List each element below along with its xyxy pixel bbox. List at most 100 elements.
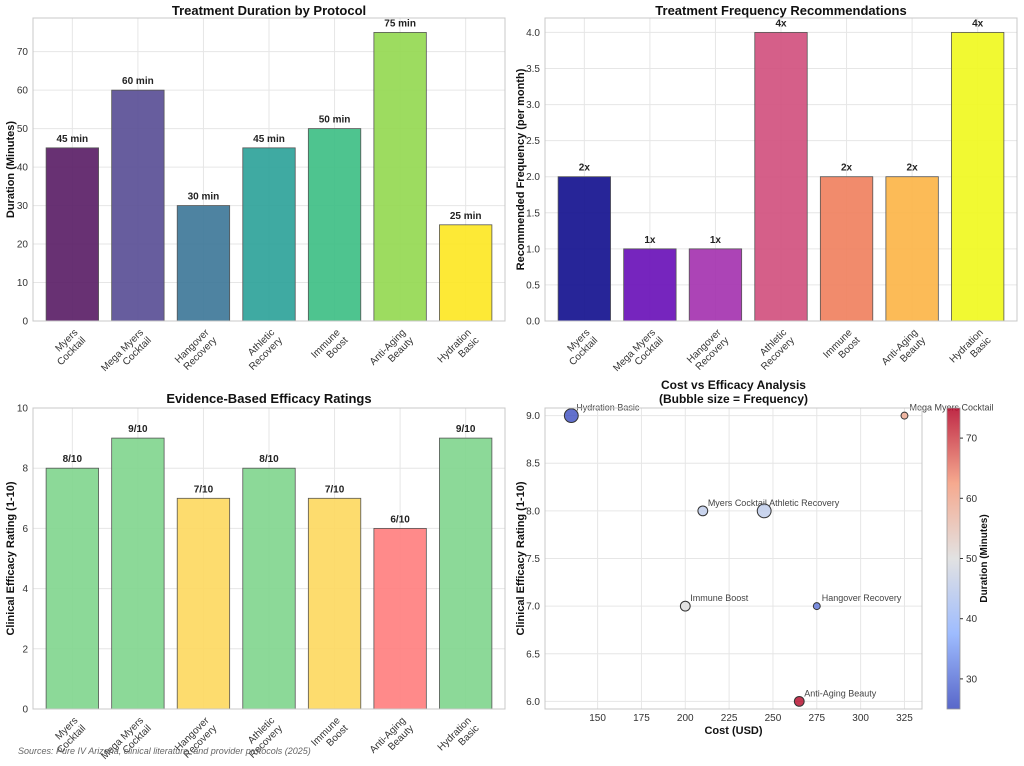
bubble-label: Immune Boost: [690, 593, 749, 603]
y-tick-label: 8: [22, 464, 28, 475]
x-tick-label: 225: [721, 713, 738, 724]
x-tick-label: HydrationBasic: [948, 327, 994, 373]
bar: [45, 467, 99, 710]
y-tick-label: 6.5: [526, 649, 540, 660]
x-tick-label: AthleticRecovery: [239, 327, 284, 372]
x-tick-label: HangoverRecovery: [173, 327, 220, 374]
bubble-point: [563, 408, 579, 424]
bar-value-label: 2x: [841, 163, 853, 174]
y-tick-label: 0: [22, 317, 28, 328]
bar: [45, 147, 99, 322]
x-tick-label: Anti-AgingBeauty: [368, 327, 416, 375]
bar-value-label: 7/10: [325, 484, 345, 495]
colorbar-label: Duration (Minutes): [979, 514, 990, 602]
plot-frame: [544, 17, 1018, 322]
x-tick-label: 300: [852, 713, 869, 724]
x-tick-label: ImmuneBoost: [309, 327, 350, 368]
y-tick-label: 10: [17, 278, 29, 289]
bubble-point: [812, 602, 821, 611]
bar-value-label: 2x: [907, 163, 919, 174]
plot-frame: [544, 407, 923, 710]
x-tick-label: MyersCocktail: [48, 327, 89, 368]
bar: [176, 205, 231, 322]
bar-chart-1: 0 10 20 30 40 50 60 70 45 min MyersCocktail 60 min…: [5, 3, 506, 375]
colorbar-tick-label: 50: [966, 554, 978, 565]
bar-value-label: 50 min: [319, 115, 351, 126]
bar-value-label: 1x: [644, 235, 656, 246]
chart-title: Evidence-Based Efficacy Ratings: [166, 391, 371, 406]
x-tick-label: HydrationBasic: [436, 327, 482, 373]
bar: [951, 32, 1005, 322]
y-tick-label: 40: [17, 163, 29, 174]
bar: [819, 176, 874, 322]
x-tick-label: HangoverRecovery: [685, 327, 732, 374]
bubble-label: Myers Cocktail: [708, 498, 767, 508]
chart-title: Treatment Frequency Recommendations: [655, 3, 906, 18]
bar: [111, 437, 165, 710]
y-tick-label: 20: [17, 240, 29, 251]
bar-value-label: 8/10: [259, 454, 279, 465]
bar: [242, 467, 296, 710]
y-tick-label: 3.0: [526, 100, 540, 111]
source-footnote: Sources: Pure IV Arizona, clinical liter…: [18, 746, 311, 756]
bubble-point: [900, 411, 909, 420]
x-tick-label: AthleticRecovery: [751, 327, 796, 372]
bar-value-label: 60 min: [122, 76, 154, 87]
bar: [111, 89, 165, 322]
y-tick-label: 10: [17, 404, 29, 415]
x-tick-label: 250: [765, 713, 782, 724]
y-tick-label: 2: [22, 644, 28, 655]
y-tick-label: 3.5: [526, 64, 540, 75]
bubble-point: [679, 600, 691, 612]
y-tick-label: 6.0: [526, 697, 540, 708]
bar: [307, 128, 362, 322]
y-tick-label: 7.5: [526, 554, 540, 565]
y-tick-label: 0: [22, 705, 28, 716]
bubble-label: Hangover Recovery: [822, 593, 902, 603]
x-tick-label: Mega MyersCocktail: [611, 327, 665, 381]
y-tick-label: 50: [17, 124, 29, 135]
y-axis-label: Clinical Efficacy Rating (1-10): [5, 481, 17, 635]
x-tick-label: 325: [896, 713, 913, 724]
colorbar-tick-label: 70: [966, 434, 978, 445]
bubble-point: [697, 505, 709, 517]
bar-value-label: 4x: [775, 18, 787, 29]
bar: [373, 528, 427, 710]
colorbar-tick-label: 60: [966, 494, 978, 505]
plot-frame: [32, 17, 506, 322]
bar-value-label: 75 min: [384, 18, 416, 29]
x-tick-label: 275: [808, 713, 825, 724]
bar: [557, 176, 611, 322]
chart-title: Treatment Duration by Protocol: [172, 3, 366, 18]
x-tick-label: Anti-AgingBeauty: [880, 327, 928, 375]
x-tick-label: 175: [633, 713, 650, 724]
y-tick-label: 30: [17, 201, 29, 212]
bar-value-label: 25 min: [450, 211, 482, 222]
x-tick-label: Anti-AgingBeauty: [368, 715, 416, 763]
bar: [688, 248, 743, 322]
bar-value-label: 30 min: [188, 192, 220, 203]
y-tick-label: 8.0: [526, 506, 540, 517]
colorbar-tick-label: 30: [966, 674, 978, 685]
y-tick-label: 9.0: [526, 411, 540, 422]
chart-subtitle: (Bubble size = Frequency): [659, 392, 808, 406]
y-tick-label: 70: [17, 47, 29, 58]
plot-frame: [32, 407, 506, 710]
colorbar-gradient: [946, 407, 961, 710]
y-tick-label: 8.5: [526, 459, 540, 470]
bubble-point: [756, 503, 772, 519]
y-tick-label: 4.0: [526, 28, 540, 39]
bar: [176, 497, 231, 710]
bar: [242, 147, 296, 322]
bar: [623, 248, 677, 322]
x-tick-label: 150: [589, 713, 606, 724]
bar-value-label: 8/10: [63, 454, 83, 465]
bubble-point: [793, 695, 805, 707]
x-tick-label: ImmuneBoost: [309, 715, 350, 756]
bar-value-label: 6/10: [390, 514, 410, 525]
bar-chart-2: 0.0 0.5 1.0 1.5 2.0 2.5 3.0 3.5 4.0 2x MyersCockta…: [515, 3, 1018, 381]
bar: [373, 32, 427, 322]
bar-value-label: 9/10: [456, 424, 476, 435]
y-tick-label: 2.0: [526, 172, 540, 183]
